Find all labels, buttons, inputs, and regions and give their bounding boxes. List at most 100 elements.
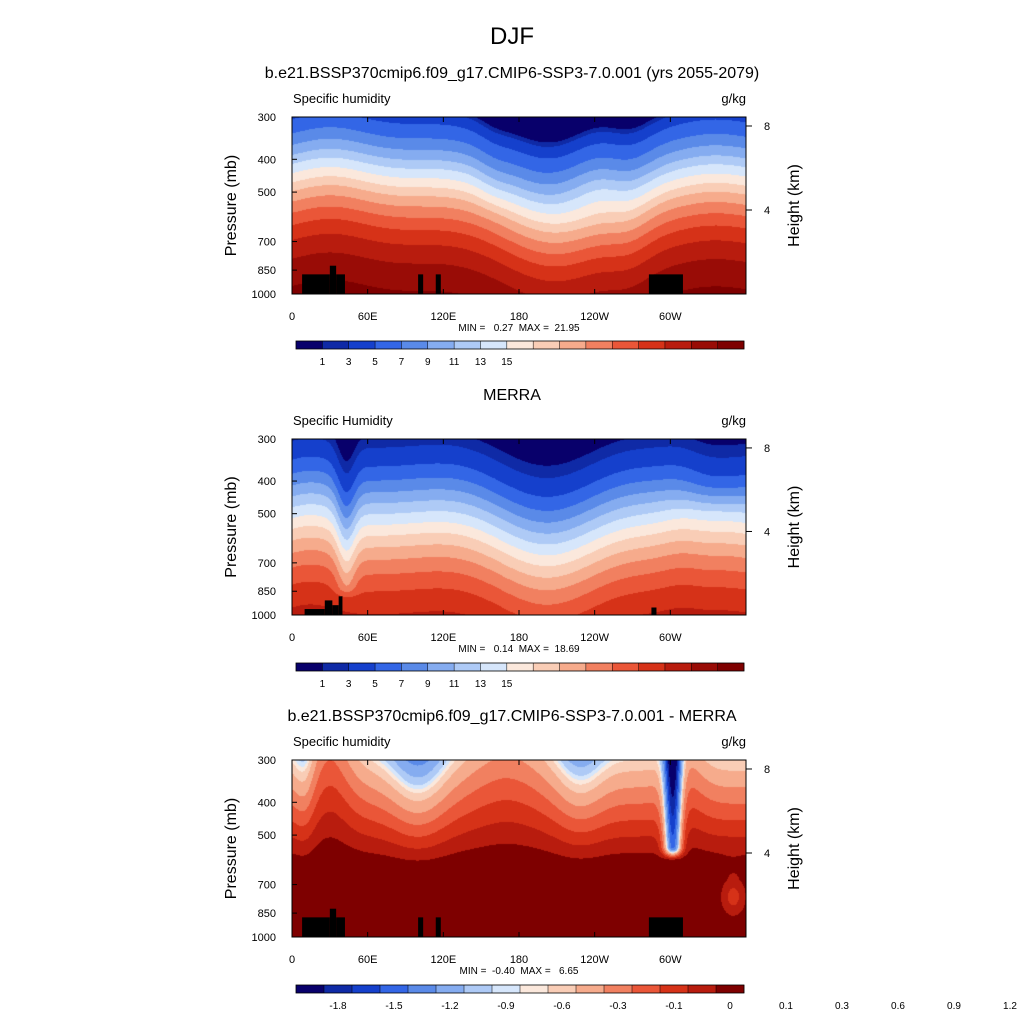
panel-2: MERRA Specific Humidity g/kg 0 60E 120E 180 120… xyxy=(223,387,803,690)
colorbar-swatch xyxy=(401,663,429,671)
colorbar-tick-label: 7 xyxy=(399,679,405,690)
min-max-label: MIN = -0.40 MAX = 6.65 xyxy=(460,966,579,977)
colorbar-swatch xyxy=(436,985,465,993)
colorbar-tick-label: -1.2 xyxy=(441,1001,459,1012)
topography-mask xyxy=(302,917,330,937)
colorbar: 1 3 5 7 9 11 13 15 xyxy=(295,662,745,690)
topography-mask xyxy=(332,605,339,615)
colorbar-tick-label: 13 xyxy=(475,357,487,368)
colorbar-tick-label: 0.9 xyxy=(947,1001,961,1012)
y-tick-label: 1000 xyxy=(252,610,276,622)
colorbar-swatch xyxy=(296,985,325,993)
y-tick-label: 1000 xyxy=(252,932,276,944)
x-tick-label: 0 xyxy=(289,954,295,966)
right-axis-title: Height (km) xyxy=(786,807,803,890)
colorbar-swatch xyxy=(691,663,718,671)
x-tick-label: 120W xyxy=(580,632,609,644)
topography-mask xyxy=(651,607,657,615)
y-tick-label: 400 xyxy=(258,154,276,166)
field-label: Specific Humidity xyxy=(293,413,393,428)
x-tick-label: 180 xyxy=(510,954,528,966)
colorbar-swatch xyxy=(691,341,718,349)
x-tick-label: 120E xyxy=(430,954,456,966)
y-tick-label: 300 xyxy=(258,112,276,124)
colorbar-swatch xyxy=(480,663,508,671)
colorbar-swatch xyxy=(576,985,605,993)
y-axis-title: Pressure (mb) xyxy=(223,798,240,899)
y-tick-label: 500 xyxy=(258,509,276,521)
colorbar-tick-label: 9 xyxy=(425,679,431,690)
colorbar-swatch xyxy=(506,341,534,349)
panel-title: b.e21.BSSP370cmip6.f09_g17.CMIP6-SSP3-7.… xyxy=(265,65,760,82)
height-tick-label: 4 xyxy=(764,526,770,538)
colorbar-swatch xyxy=(322,341,350,349)
colorbar-tick-label: -0.9 xyxy=(497,1001,515,1012)
min-max-label: MIN = 0.27 MAX = 21.95 xyxy=(458,323,580,334)
colorbar-swatch xyxy=(688,985,717,993)
colorbar-swatch xyxy=(296,341,323,349)
colorbar-swatch xyxy=(322,663,350,671)
colorbar-tick-label: -1.8 xyxy=(329,1001,347,1012)
colorbar-swatch xyxy=(464,985,493,993)
colorbar-swatch xyxy=(632,985,661,993)
y-tick-label: 400 xyxy=(258,476,276,488)
colorbar-swatch xyxy=(352,985,381,993)
colorbar-swatch xyxy=(296,663,323,671)
panels: b.e21.BSSP370cmip6.f09_g17.CMIP6-SSP3-7.… xyxy=(223,65,1017,1012)
units-label: g/kg xyxy=(721,734,746,749)
figure-title: DJF xyxy=(490,23,534,50)
y-tick-label: 850 xyxy=(258,586,276,598)
x-tick-label: 60W xyxy=(659,954,682,966)
topography-mask xyxy=(329,908,337,937)
units-label: g/kg xyxy=(721,91,746,106)
colorbar-swatch xyxy=(664,663,692,671)
colorbar-tick-label: 5 xyxy=(372,357,378,368)
y-tick-label: 850 xyxy=(258,908,276,920)
colorbar-swatch xyxy=(604,985,633,993)
panel-title: MERRA xyxy=(483,387,541,404)
colorbar-tick-label: 1 xyxy=(320,357,326,368)
colorbar-tick-label: 3 xyxy=(346,357,352,368)
x-tick-label: 120E xyxy=(430,311,456,323)
height-tick-label: 8 xyxy=(764,764,770,776)
topography-mask xyxy=(302,274,330,294)
colorbar-frame xyxy=(295,662,745,672)
y-tick-label: 700 xyxy=(258,880,276,892)
x-tick-label: 180 xyxy=(510,311,528,323)
panel-3: b.e21.BSSP370cmip6.f09_g17.CMIP6-SSP3-7.… xyxy=(223,708,1017,1012)
y-tick-label: 400 xyxy=(258,797,276,809)
topography-mask xyxy=(435,917,441,937)
colorbar-tick-label: 11 xyxy=(449,357,460,368)
x-tick-label: 0 xyxy=(289,311,295,323)
x-tick-label: 60W xyxy=(659,311,682,323)
colorbar-tick-label: 3 xyxy=(346,679,352,690)
contour-field xyxy=(292,760,746,937)
colorbar-swatch xyxy=(520,985,549,993)
colorbar: -1.8 -1.5 -1.2 -0.9 -0.6 -0.3 -0.1 0 0.1 0.3 0.6 0.… xyxy=(295,984,1017,1012)
topography-mask xyxy=(435,274,441,294)
contour-field xyxy=(292,117,746,294)
y-axis-title: Pressure (mb) xyxy=(223,476,240,577)
colorbar-tick-label: 7 xyxy=(399,357,405,368)
colorbar-swatch xyxy=(454,341,481,349)
x-tick-label: 60E xyxy=(358,954,378,966)
x-tick-label: 120W xyxy=(580,311,609,323)
y-tick-label: 500 xyxy=(258,830,276,842)
y-tick-label: 300 xyxy=(258,434,276,446)
topography-mask xyxy=(304,609,325,615)
field-label: Specific humidity xyxy=(293,734,391,749)
colorbar-swatch xyxy=(348,341,376,349)
colorbar-swatch xyxy=(380,985,409,993)
colorbar-tick-label: 13 xyxy=(475,679,487,690)
colorbar-swatch xyxy=(548,985,577,993)
topography-mask xyxy=(418,917,424,937)
colorbar-tick-label: 1 xyxy=(320,679,326,690)
y-axis-title: Pressure (mb) xyxy=(223,155,240,256)
colorbar-tick-label: 11 xyxy=(449,679,460,690)
colorbar-swatch xyxy=(375,341,402,349)
colorbar-swatch xyxy=(408,985,437,993)
colorbar-swatch xyxy=(427,341,455,349)
colorbar-tick-label: 15 xyxy=(501,679,513,690)
colorbar-tick-label: 9 xyxy=(425,357,431,368)
right-axis-title: Height (km) xyxy=(786,164,803,247)
